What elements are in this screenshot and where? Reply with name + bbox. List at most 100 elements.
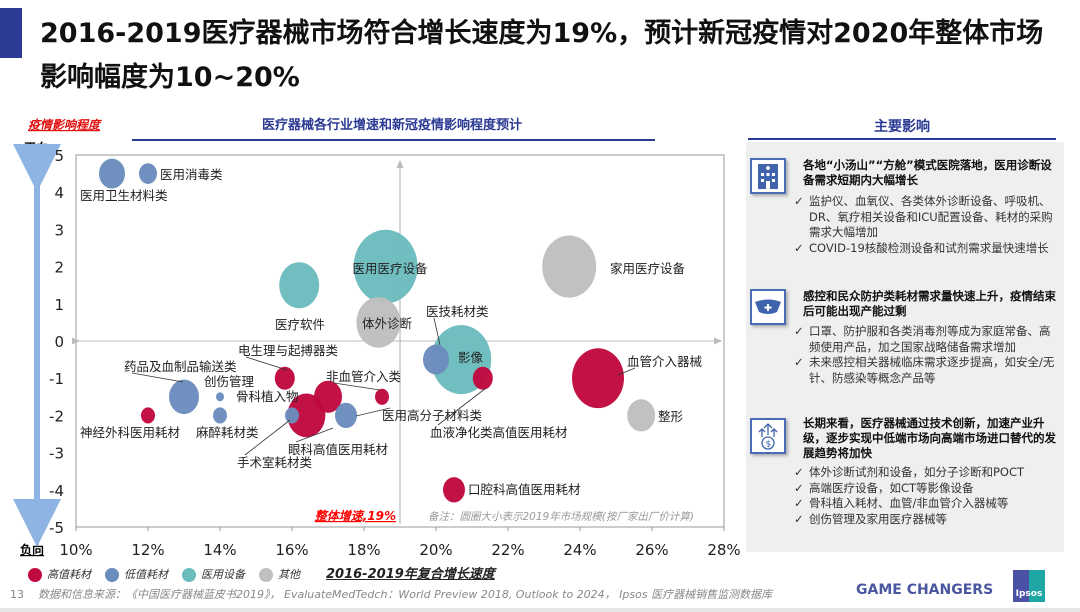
bubble-label: 血管介入器械 bbox=[627, 354, 703, 369]
bubble-label: 家用医疗设备 bbox=[610, 261, 686, 276]
bubble-6 bbox=[423, 344, 449, 375]
bubble-label: 整形 bbox=[658, 409, 684, 424]
x-tick-label: 10% bbox=[59, 541, 92, 559]
impact-heading: 长期来看，医疗器械通过技术创新，加速产业升级，逐步实现中低端市场向高端市场进口替… bbox=[803, 416, 1056, 460]
bubble-7 bbox=[99, 158, 125, 189]
page-number: 13 bbox=[10, 588, 24, 601]
bubble-label: 影像 bbox=[458, 350, 484, 365]
bubble-5 bbox=[356, 297, 401, 348]
leader-line bbox=[617, 367, 636, 376]
source-text: 数据和信息来源：《中国医疗器械蓝皮书2019》， EvaluateMedTedc… bbox=[38, 588, 773, 601]
y-tick-label: 4 bbox=[54, 184, 64, 202]
y-tick-label: -4 bbox=[49, 482, 64, 500]
bubble-label: 口腔科高值医用耗材 bbox=[468, 482, 581, 497]
bubble-label: 医用卫生材料类 bbox=[80, 188, 168, 203]
leader-line bbox=[355, 407, 391, 417]
impact-list: 口罩、防护服和各类消毒剂等成为家庭常备、高频使用产品，加之国家战略储备需求增加 … bbox=[794, 324, 1059, 386]
brand-text: GAME CHANGERS bbox=[856, 582, 994, 598]
x-tick-label: 20% bbox=[419, 541, 452, 559]
leader-line bbox=[437, 387, 487, 426]
svg-text:$: $ bbox=[766, 440, 772, 450]
legend-swatch bbox=[105, 568, 119, 582]
impact-heading: 各地“小汤山”“方舱”模式医院落地，医用诊断设备需求短期内大幅增长 bbox=[803, 158, 1052, 187]
impact-item: 监护仪、血氧仪、各类体外诊断设备、呼吸机、DR、氧疗相关设备和ICU配置设备、耗… bbox=[794, 194, 1059, 241]
bubble-label: 医疗软件 bbox=[275, 317, 325, 332]
bubble-18 bbox=[274, 366, 295, 390]
chart-note: 备注：圆圈大小表示2019年市场规模(按厂家出厂价计算) bbox=[428, 511, 694, 523]
bubble-3 bbox=[279, 262, 320, 309]
bubble-label: 医用医疗设备 bbox=[352, 261, 428, 276]
bubble-label: 医技耗材类 bbox=[426, 304, 489, 319]
impact-item: 未来感控相关器械临床需求逐步提高，如安全/无针、防感染等概念产品等 bbox=[794, 355, 1059, 386]
impact-item: 口罩、防护服和各类消毒剂等成为家庭常备、高频使用产品，加之国家战略储备需求增加 bbox=[794, 324, 1059, 355]
mask-icon bbox=[750, 289, 786, 325]
bubble-label: 神经外科医用耗材 bbox=[80, 425, 180, 440]
legend-swatch bbox=[259, 568, 273, 582]
y-tick-label: -2 bbox=[49, 407, 64, 425]
bubble-label: 医用高分子材料类 bbox=[382, 408, 483, 423]
impact-item: 骨科植入耗材、血管/非血管介入器械等 bbox=[794, 496, 1059, 512]
legend-swatch bbox=[182, 568, 196, 582]
bubble-label: 手术室耗材类 bbox=[237, 455, 313, 470]
x-axis-label: 2016-2019年复合增长速度 bbox=[326, 567, 495, 582]
bubble-label: 医用消毒类 bbox=[160, 167, 223, 182]
bubble-2 bbox=[542, 235, 597, 298]
legend-label: 低值耗材 bbox=[124, 568, 168, 581]
ipsos-logo: Ipsos bbox=[1013, 570, 1045, 602]
legend-item: 医用设备 bbox=[182, 566, 245, 582]
bubble-1 bbox=[353, 229, 418, 304]
footer-divider bbox=[0, 608, 1080, 612]
impact-list: 监护仪、血氧仪、各类体外诊断设备、呼吸机、DR、氧疗相关设备和ICU配置设备、耗… bbox=[794, 194, 1059, 256]
x-tick-label: 14% bbox=[203, 541, 236, 559]
bubble-15 bbox=[287, 393, 326, 438]
chart-title: 医疗器械各行业增速和新冠疫情影响程度预计 bbox=[262, 117, 522, 133]
y-axis-title: 疫情影响程度 bbox=[28, 118, 102, 132]
legend-item: 高值耗材 bbox=[28, 566, 91, 582]
bubble-8 bbox=[139, 163, 157, 184]
y-tick-label: -5 bbox=[49, 519, 64, 537]
bubble-13 bbox=[375, 388, 389, 405]
legend-label: 医用设备 bbox=[201, 568, 245, 581]
impact-list: 体外诊断试剂和设备，如分子诊断和POCT 高端医疗设备，如CT等影像设备 骨科植… bbox=[794, 465, 1059, 527]
bubble-label: 创伤管理 bbox=[204, 374, 255, 389]
y-tick-label: -1 bbox=[49, 370, 64, 388]
bubble-label: 非血管介入类 bbox=[326, 369, 402, 384]
bubble-17 bbox=[335, 402, 357, 429]
impact-item: 高端医疗设备，如CT等影像设备 bbox=[794, 481, 1059, 497]
bubble-20 bbox=[216, 392, 224, 402]
leader-line bbox=[245, 356, 288, 371]
y-negative-label: 负向 bbox=[20, 542, 44, 557]
x-tick-label: 22% bbox=[491, 541, 524, 559]
y-tick-label: 0 bbox=[54, 333, 64, 351]
bubble-16 bbox=[285, 407, 299, 424]
bubble-11 bbox=[472, 366, 493, 390]
legend-label: 其他 bbox=[278, 568, 300, 581]
y-tick-label: 5 bbox=[54, 147, 64, 165]
y-tick-label: 1 bbox=[54, 296, 64, 314]
impact-item: 创伤管理及家用医疗器械等 bbox=[794, 512, 1059, 528]
chart-legend: 高值耗材 低值耗材 医用设备 其他 bbox=[28, 566, 300, 582]
hospital-icon bbox=[750, 158, 786, 194]
leader-line bbox=[131, 372, 184, 383]
x-tick-label: 18% bbox=[347, 541, 380, 559]
impact-item: 体外诊断试剂和设备，如分子诊断和POCT bbox=[794, 465, 1059, 481]
bubble-22 bbox=[141, 407, 155, 424]
bubble-label: 麻醉耗材类 bbox=[196, 425, 259, 440]
legend-swatch bbox=[28, 568, 42, 582]
bubble-12 bbox=[443, 477, 465, 503]
bubble-label: 骨科植入物 bbox=[236, 389, 299, 404]
leader-line bbox=[333, 382, 381, 391]
x-tick-label: 28% bbox=[707, 541, 740, 559]
page-title: 2016-2019医疗器械市场符合增长速度为19%，预计新冠疫情对2020年整体… bbox=[40, 18, 1044, 93]
title-accent-bar bbox=[0, 8, 22, 58]
x-tick-label: 12% bbox=[131, 541, 164, 559]
bubble-label: 体外诊断 bbox=[362, 316, 412, 331]
y-tick-label: -3 bbox=[49, 445, 64, 463]
legend-item: 其他 bbox=[259, 566, 300, 582]
bubble-9 bbox=[572, 348, 624, 409]
impact-panel: 各地“小汤山”“方舱”模式医院落地，医用诊断设备需求短期内大幅增长 监护仪、血氧… bbox=[746, 142, 1064, 552]
impact-item: COVID-19核酸检测设备和试剂需求量快速增长 bbox=[794, 241, 1059, 257]
average-growth-label: 整体增速,19% bbox=[315, 509, 396, 523]
bubble-label: 眼科高值医用耗材 bbox=[288, 442, 388, 457]
leader-line bbox=[433, 317, 441, 346]
